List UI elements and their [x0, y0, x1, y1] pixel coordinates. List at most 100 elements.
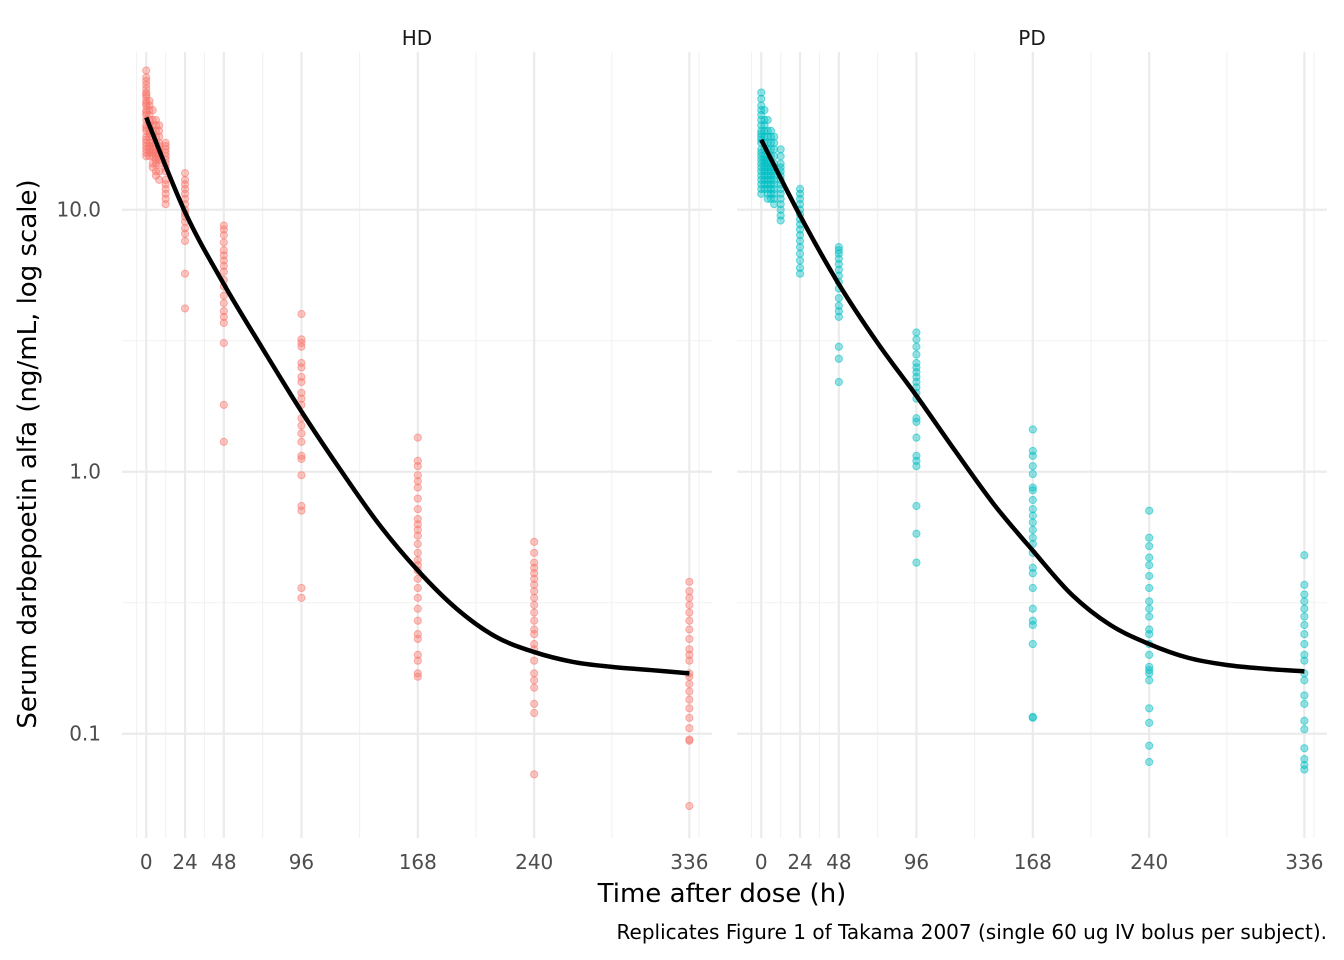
- data-point: [685, 695, 694, 704]
- data-point: [1300, 612, 1309, 621]
- data-point: [1145, 718, 1154, 727]
- data-point: [1300, 755, 1309, 764]
- data-point: [685, 600, 694, 610]
- data-point: [776, 145, 785, 154]
- data-point: [776, 200, 785, 209]
- x-tick-label: 48: [826, 850, 851, 874]
- data-point: [1300, 639, 1309, 649]
- data-point: [530, 569, 539, 578]
- data-point: [155, 121, 164, 130]
- data-point: [795, 225, 805, 234]
- data-point: [413, 650, 422, 659]
- data-point: [219, 267, 228, 276]
- x-tick-label: 24: [172, 850, 197, 874]
- data-point: [795, 256, 805, 265]
- data-point: [219, 231, 228, 240]
- data-point: [297, 454, 306, 463]
- data-point: [776, 152, 785, 161]
- data-point: [685, 650, 694, 659]
- data-point: [530, 608, 539, 617]
- data-point: [530, 630, 539, 639]
- data-point: [912, 417, 921, 426]
- data-point: [1145, 612, 1154, 621]
- data-point: [834, 342, 843, 351]
- data-point: [1028, 525, 1037, 534]
- data-point: [834, 265, 843, 274]
- data-point: [685, 679, 694, 688]
- data-point: [180, 168, 190, 178]
- x-tick-label: 0: [755, 850, 768, 874]
- x-tick-label: 24: [787, 850, 812, 874]
- y-tick-label: 10.0: [56, 198, 101, 222]
- data-point: [1145, 604, 1154, 613]
- data-point: [219, 261, 228, 271]
- data-point: [685, 713, 694, 722]
- data-point: [1028, 713, 1037, 722]
- data-point: [1145, 650, 1154, 659]
- data-point: [413, 494, 422, 503]
- data-point: [180, 224, 190, 233]
- data-point: [219, 291, 228, 300]
- data-point: [912, 358, 921, 368]
- data-point: [1145, 704, 1154, 713]
- data-point: [297, 451, 306, 460]
- data-point: [413, 539, 422, 549]
- data-point: [297, 429, 306, 438]
- data-point: [776, 216, 785, 225]
- data-point: [834, 354, 843, 363]
- data-point: [297, 394, 306, 403]
- data-point: [795, 269, 805, 278]
- data-point: [413, 583, 422, 593]
- x-tick-label: 168: [1014, 850, 1052, 874]
- data-point: [1300, 590, 1309, 599]
- data-point: [1145, 571, 1154, 581]
- x-tick-label: 336: [1285, 850, 1323, 874]
- data-point: [1028, 483, 1037, 492]
- data-point: [685, 616, 694, 625]
- x-tick-label: 240: [1130, 850, 1168, 874]
- data-point: [530, 600, 539, 610]
- data-point: [1300, 620, 1309, 630]
- data-point: [1028, 583, 1037, 593]
- x-tick-label: 336: [670, 850, 708, 874]
- data-point: [161, 200, 170, 209]
- data-point: [297, 309, 306, 319]
- data-point: [413, 634, 422, 644]
- data-point: [1028, 620, 1037, 630]
- y-tick-label: 1.0: [69, 460, 101, 484]
- data-point: [834, 307, 843, 316]
- data-point: [219, 238, 228, 247]
- data-point: [1028, 425, 1037, 434]
- data-point: [912, 342, 921, 351]
- data-point: [685, 625, 694, 634]
- data-point: [413, 574, 422, 583]
- data-point: [1145, 597, 1154, 606]
- data-point: [413, 520, 422, 529]
- data-point: [297, 342, 306, 351]
- data-point: [219, 312, 228, 321]
- data-point: [912, 433, 921, 442]
- data-point: [912, 529, 921, 538]
- x-tick-label: 96: [904, 850, 929, 874]
- data-point: [413, 672, 422, 681]
- data-point: [155, 175, 164, 184]
- data-point: [413, 462, 422, 471]
- data-point: [1300, 725, 1309, 734]
- data-point: [912, 350, 921, 359]
- data-point: [413, 616, 422, 625]
- data-point: [1300, 656, 1309, 665]
- data-point: [685, 801, 694, 811]
- points-layer: [142, 66, 1309, 811]
- data-point: [1028, 616, 1037, 625]
- data-point: [148, 106, 157, 115]
- x-tick-label: 168: [399, 850, 437, 874]
- data-point: [685, 608, 694, 617]
- data-point: [760, 106, 769, 115]
- data-point: [1028, 495, 1037, 505]
- data-point: [1145, 669, 1154, 678]
- caption: Replicates Figure 1 of Takama 2007 (sing…: [617, 920, 1327, 944]
- data-point: [413, 593, 422, 602]
- data-point: [685, 704, 694, 713]
- data-point: [1145, 506, 1154, 515]
- data-point: [1145, 553, 1154, 562]
